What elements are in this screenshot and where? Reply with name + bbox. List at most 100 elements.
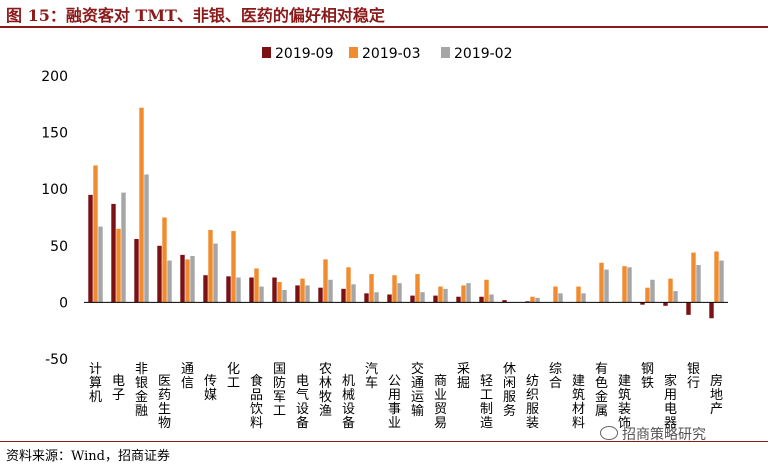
bar-2019-02-食品饮料 — [259, 286, 264, 303]
bar-2019-09-商业贸易 — [433, 295, 438, 303]
bar-2019-03-有色金属 — [599, 262, 604, 303]
bar-2019-03-医药生物 — [162, 217, 167, 303]
bar-2019-03-国防军工 — [277, 282, 282, 303]
bar-2019-09-化工 — [226, 276, 231, 303]
bar-2019-02-计算机 — [98, 226, 103, 303]
bars — [88, 107, 724, 319]
bar-chart: 2019-09 2019-03 2019-02 -50 0 50 100 150 200 计算… — [41, 46, 728, 431]
x-tick-label: 电气设备 — [296, 374, 309, 431]
legend-label: 2019-09 — [275, 46, 334, 62]
bar-2019-09-休闲服务 — [502, 300, 507, 303]
watermark-text: 招商策略研究 — [622, 427, 706, 443]
x-tick-label: 交通运输 — [411, 361, 424, 419]
bar-2019-03-非银金融 — [139, 107, 144, 303]
bar-2019-02-汽车 — [374, 292, 379, 303]
x-tick-label: 休闲服务 — [503, 362, 516, 419]
x-tick-label: 有色金属 — [595, 362, 608, 419]
bar-2019-09-食品饮料 — [249, 277, 254, 303]
chart-title: 图 15：融资客对 TMT、非银、医药的偏好相对稳定 — [6, 6, 385, 25]
bar-2019-03-电气设备 — [300, 278, 305, 303]
bar-2019-03-电子 — [116, 228, 121, 303]
bar-2019-02-有色金属 — [604, 269, 609, 303]
bar-2019-02-建筑装饰 — [627, 267, 632, 303]
x-tick-label: 建筑材料 — [572, 374, 585, 431]
x-tick-label: 公用事业 — [388, 374, 401, 431]
y-tick-label: 50 — [50, 239, 68, 255]
bar-2019-09-电子 — [111, 203, 116, 303]
bar-2019-03-机械设备 — [346, 267, 351, 303]
bar-2019-03-食品饮料 — [254, 268, 259, 303]
x-tick-label: 轻工制造 — [480, 374, 493, 431]
bar-2019-03-计算机 — [93, 165, 98, 303]
bar-2019-03-建筑装饰 — [622, 266, 627, 303]
bar-2019-02-电子 — [121, 192, 126, 303]
bar-2019-02-建筑材料 — [581, 293, 586, 303]
y-tick-label: 100 — [41, 182, 68, 198]
x-tick-label: 综合 — [549, 362, 562, 391]
bar-2019-02-轻工制造 — [489, 294, 494, 303]
y-tick-label: 0 — [59, 295, 68, 311]
bar-2019-03-建筑材料 — [576, 286, 581, 303]
bar-2019-02-纺织服装 — [535, 297, 540, 303]
x-tick-label: 建筑装饰 — [618, 374, 631, 431]
title-divider — [0, 26, 768, 28]
bar-2019-02-交通运输 — [420, 292, 425, 303]
bar-2019-03-化工 — [231, 231, 236, 303]
x-tick-label: 医药生物 — [158, 374, 171, 431]
bar-2019-09-电气设备 — [295, 285, 300, 303]
x-tick-label: 电子 — [112, 374, 125, 403]
bar-2019-02-家用电器 — [673, 291, 678, 303]
source-note: 资料来源：Wind，招商证券 — [6, 449, 170, 464]
x-tick-label: 计算机 — [89, 362, 102, 405]
bar-2019-02-房地产 — [719, 260, 724, 303]
y-tick-label: -50 — [45, 352, 68, 368]
y-axis: -50 0 50 100 150 200 — [41, 69, 68, 368]
x-tick-label: 钢铁 — [641, 362, 654, 391]
bar-2019-09-房地产 — [709, 302, 714, 319]
x-tick-label: 非银金融 — [135, 362, 148, 419]
bar-2019-09-通信 — [180, 254, 185, 303]
bar-2019-03-纺织服装 — [530, 296, 535, 303]
legend: 2019-09 2019-03 2019-02 — [262, 46, 513, 62]
bar-2019-02-钢铁 — [650, 279, 655, 303]
legend-swatch-2019-03 — [349, 47, 358, 58]
bar-2019-03-采掘 — [461, 285, 466, 303]
legend-swatch-2019-09 — [262, 47, 271, 58]
bar-2019-09-计算机 — [88, 194, 93, 303]
x-tick-label: 农林牧渔 — [319, 362, 332, 419]
bar-2019-03-银行 — [691, 252, 696, 303]
bar-2019-02-银行 — [696, 265, 701, 303]
x-tick-label: 传媒 — [204, 374, 217, 403]
x-tick-label: 国防军工 — [273, 362, 286, 419]
source-divider — [0, 441, 768, 442]
bar-2019-02-通信 — [190, 255, 195, 303]
bar-2019-03-钢铁 — [645, 287, 650, 303]
bar-2019-02-化工 — [236, 277, 241, 303]
bar-2019-03-通信 — [185, 259, 190, 303]
bar-2019-09-传媒 — [203, 275, 208, 303]
bar-2019-09-轻工制造 — [479, 296, 484, 303]
x-tick-label: 房地产 — [710, 373, 723, 417]
x-tick-label: 采掘 — [457, 362, 470, 391]
bar-2019-09-医药生物 — [157, 245, 162, 303]
bar-2019-03-公用事业 — [392, 275, 397, 303]
bar-2019-09-农林牧渔 — [318, 287, 323, 303]
y-tick-label: 150 — [41, 126, 68, 142]
x-tick-label: 纺织服装 — [526, 374, 539, 431]
bar-2019-03-汽车 — [369, 274, 374, 303]
x-tick-label: 商业贸易 — [434, 374, 447, 431]
bar-2019-09-交通运输 — [410, 295, 415, 303]
bar-2019-02-综合 — [558, 293, 563, 303]
bar-2019-02-机械设备 — [351, 284, 356, 303]
bar-2019-09-机械设备 — [341, 288, 346, 303]
bar-2019-02-商业贸易 — [443, 288, 448, 303]
bar-2019-03-家用电器 — [668, 278, 673, 303]
x-tick-label: 化工 — [227, 362, 240, 391]
x-tick-label: 家用电器 — [664, 373, 677, 431]
bar-2019-02-电气设备 — [305, 285, 310, 303]
bar-2019-03-轻工制造 — [484, 279, 489, 303]
y-tick-label: 200 — [41, 69, 68, 85]
watermark: 招商策略研究 — [600, 424, 706, 444]
bar-2019-02-农林牧渔 — [328, 279, 333, 303]
